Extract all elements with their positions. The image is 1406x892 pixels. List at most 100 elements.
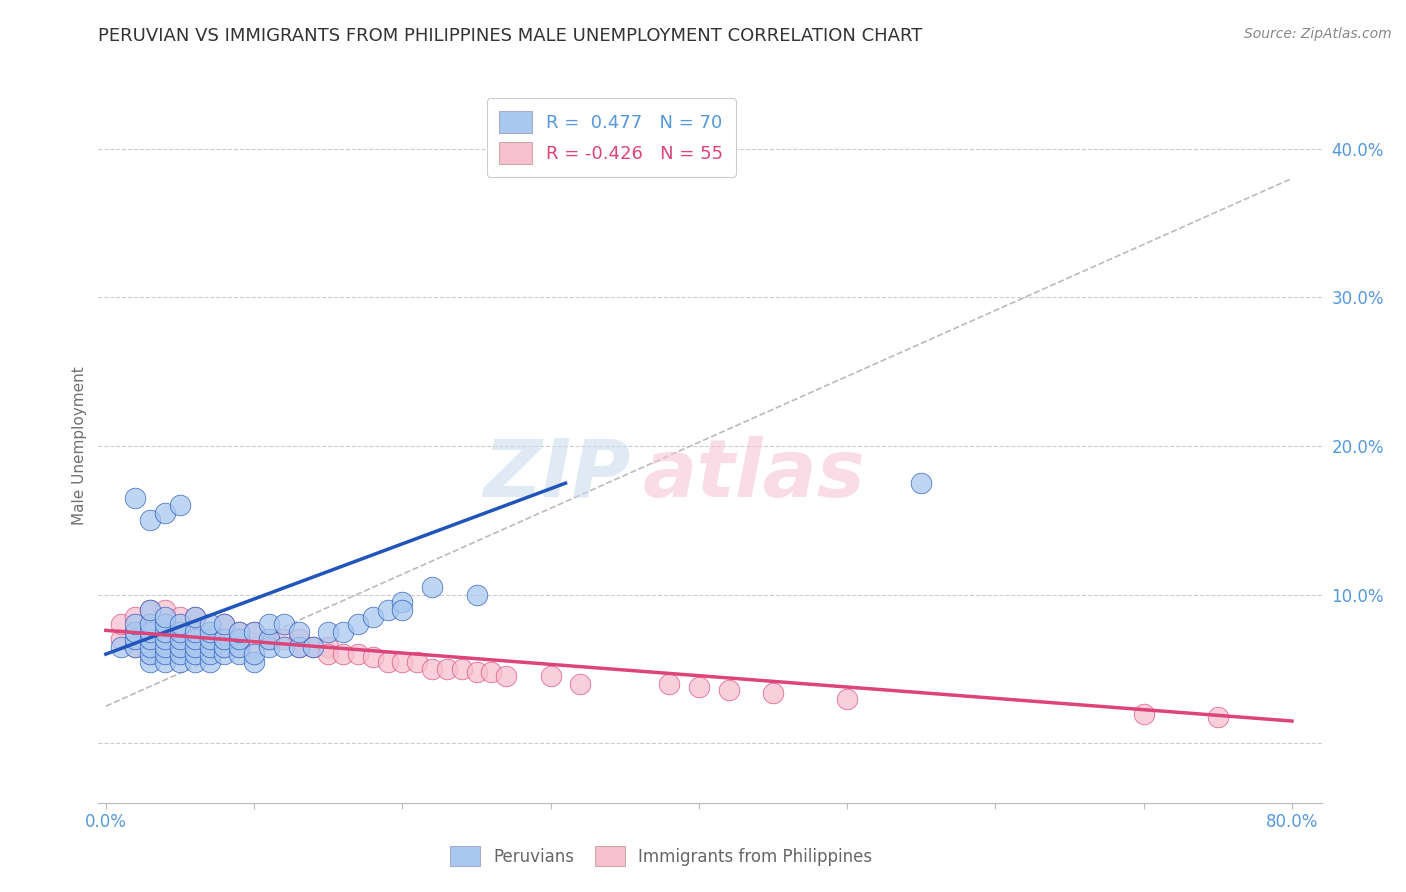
Point [465, 588, 488, 602]
Point [124, 624, 146, 639]
Point [406, 655, 429, 669]
Point [465, 665, 488, 679]
Point [287, 624, 309, 639]
Point [243, 624, 266, 639]
Point [243, 624, 266, 639]
Point [228, 647, 250, 661]
Point [184, 647, 207, 661]
Point [124, 491, 146, 505]
Point [717, 682, 740, 697]
Point [169, 647, 191, 661]
Point [139, 632, 162, 647]
Point [273, 617, 295, 632]
Point [361, 650, 384, 665]
Point [391, 655, 413, 669]
Point [139, 602, 162, 616]
Point [569, 677, 592, 691]
Text: ZIP: ZIP [484, 435, 630, 514]
Point [198, 624, 221, 639]
Point [139, 655, 162, 669]
Point [243, 640, 266, 654]
Point [377, 602, 399, 616]
Point [169, 624, 191, 639]
Point [332, 647, 354, 661]
Point [316, 647, 339, 661]
Point [420, 662, 443, 676]
Point [450, 662, 472, 676]
Point [228, 632, 250, 647]
Y-axis label: Male Unemployment: Male Unemployment [72, 367, 87, 525]
Point [198, 647, 221, 661]
Point [198, 617, 221, 632]
Point [495, 669, 517, 683]
Point [153, 655, 176, 669]
Point [153, 647, 176, 661]
Point [391, 595, 413, 609]
Point [124, 640, 146, 654]
Point [139, 647, 162, 661]
Point [257, 632, 280, 647]
Point [153, 617, 176, 632]
Point [347, 647, 370, 661]
Point [243, 647, 266, 661]
Point [302, 640, 325, 654]
Text: atlas: atlas [643, 435, 866, 514]
Point [243, 655, 266, 669]
Point [1132, 706, 1154, 721]
Point [153, 624, 176, 639]
Point [153, 506, 176, 520]
Point [273, 640, 295, 654]
Point [1206, 709, 1229, 723]
Point [184, 655, 207, 669]
Point [184, 640, 207, 654]
Point [139, 640, 162, 654]
Point [287, 632, 309, 647]
Point [688, 680, 710, 694]
Point [139, 513, 162, 527]
Point [198, 640, 221, 654]
Point [228, 640, 250, 654]
Point [479, 665, 502, 679]
Point [153, 624, 176, 639]
Point [287, 640, 309, 654]
Point [198, 624, 221, 639]
Point [124, 632, 146, 647]
Text: PERUVIAN VS IMMIGRANTS FROM PHILIPPINES MALE UNEMPLOYMENT CORRELATION CHART: PERUVIAN VS IMMIGRANTS FROM PHILIPPINES … [98, 27, 922, 45]
Point [837, 691, 859, 706]
Point [169, 632, 191, 647]
Point [110, 632, 132, 647]
Point [658, 677, 681, 691]
Point [184, 632, 207, 647]
Point [184, 610, 207, 624]
Point [316, 624, 339, 639]
Point [361, 610, 384, 624]
Point [377, 655, 399, 669]
Point [139, 647, 162, 661]
Point [110, 617, 132, 632]
Point [214, 617, 236, 632]
Point [169, 624, 191, 639]
Point [169, 499, 191, 513]
Point [198, 632, 221, 647]
Point [184, 610, 207, 624]
Point [153, 610, 176, 624]
Point [184, 624, 207, 639]
Point [257, 640, 280, 654]
Point [332, 624, 354, 639]
Point [287, 640, 309, 654]
Point [214, 617, 236, 632]
Point [153, 640, 176, 654]
Point [436, 662, 458, 676]
Point [124, 640, 146, 654]
Point [257, 632, 280, 647]
Point [184, 624, 207, 639]
Point [169, 617, 191, 632]
Point [139, 624, 162, 639]
Point [228, 640, 250, 654]
Point [198, 640, 221, 654]
Legend: Peruvians, Immigrants from Philippines: Peruvians, Immigrants from Philippines [443, 839, 879, 873]
Point [139, 617, 162, 632]
Point [198, 655, 221, 669]
Point [153, 640, 176, 654]
Point [257, 617, 280, 632]
